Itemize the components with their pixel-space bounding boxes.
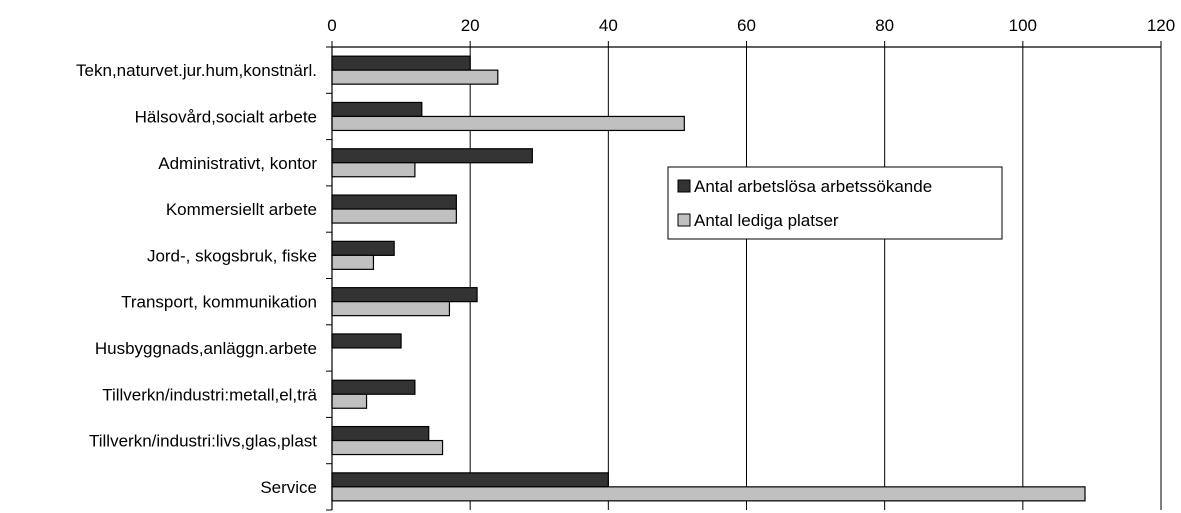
category-label: Transport, kommunikation [121, 293, 317, 312]
bar-unemployed [331, 55, 471, 71]
bar-unemployed [331, 472, 609, 488]
bar-unemployed [331, 148, 533, 164]
x-tick-label: 120 [1147, 16, 1175, 35]
category-label: Hälsovård,socialt arbete [135, 107, 317, 126]
bar-unemployed [331, 425, 430, 442]
bar-unemployed [331, 101, 423, 118]
x-tick-label: 100 [1009, 16, 1037, 35]
bar-vacancies [331, 301, 451, 317]
category-label: Tillverkn/industri:livs,glas,plast [89, 432, 317, 451]
bar-unemployed [331, 379, 416, 395]
bars [331, 55, 1086, 502]
bar-unemployed [331, 287, 478, 303]
x-tick-label: 40 [599, 16, 618, 35]
bar-unemployed [331, 240, 395, 256]
legend-box [667, 166, 1003, 240]
bar-unemployed [331, 194, 457, 210]
bar-vacancies [331, 115, 685, 132]
category-labels: Tekn,naturvet.jur.hum,konstnärl. Hälsovår… [76, 61, 317, 497]
bar-unemployed [331, 333, 402, 349]
x-tick-labels: 0 20 40 60 80 100 120 [327, 16, 1175, 35]
x-tick-label: 20 [461, 16, 480, 35]
bar-vacancies [331, 254, 375, 270]
legend: Antal arbetslösa arbetssökande Antal ledi… [667, 166, 1003, 240]
x-tick-label: 0 [327, 16, 336, 35]
x-tick-label: 80 [875, 16, 894, 35]
category-label: Jord-, skogsbruk, fiske [147, 246, 317, 265]
bar-vacancies [331, 208, 457, 224]
category-label: Tillverkn/industri:metall,el,trä [102, 385, 317, 404]
bar-vacancies [331, 69, 499, 85]
category-label: Tekn,naturvet.jur.hum,konstnärl. [76, 61, 317, 80]
category-label: Administrativt, kontor [158, 154, 317, 173]
category-label: Kommersiellt arbete [166, 200, 317, 219]
bar-vacancies [331, 393, 368, 409]
category-label: Service [260, 478, 317, 497]
bar-vacancies [331, 486, 1086, 502]
bar-vacancies [331, 162, 416, 178]
axes [326, 41, 1162, 511]
legend-label: Antal arbetslösa arbetssökande [694, 177, 932, 196]
legend-label: Antal lediga platser [694, 211, 839, 230]
legend-swatch [677, 179, 691, 193]
x-tick-label: 60 [737, 16, 756, 35]
legend-swatch [677, 213, 691, 227]
category-label: Husbyggnads,anläggn.arbete [95, 339, 317, 358]
bar-vacancies [331, 439, 444, 456]
